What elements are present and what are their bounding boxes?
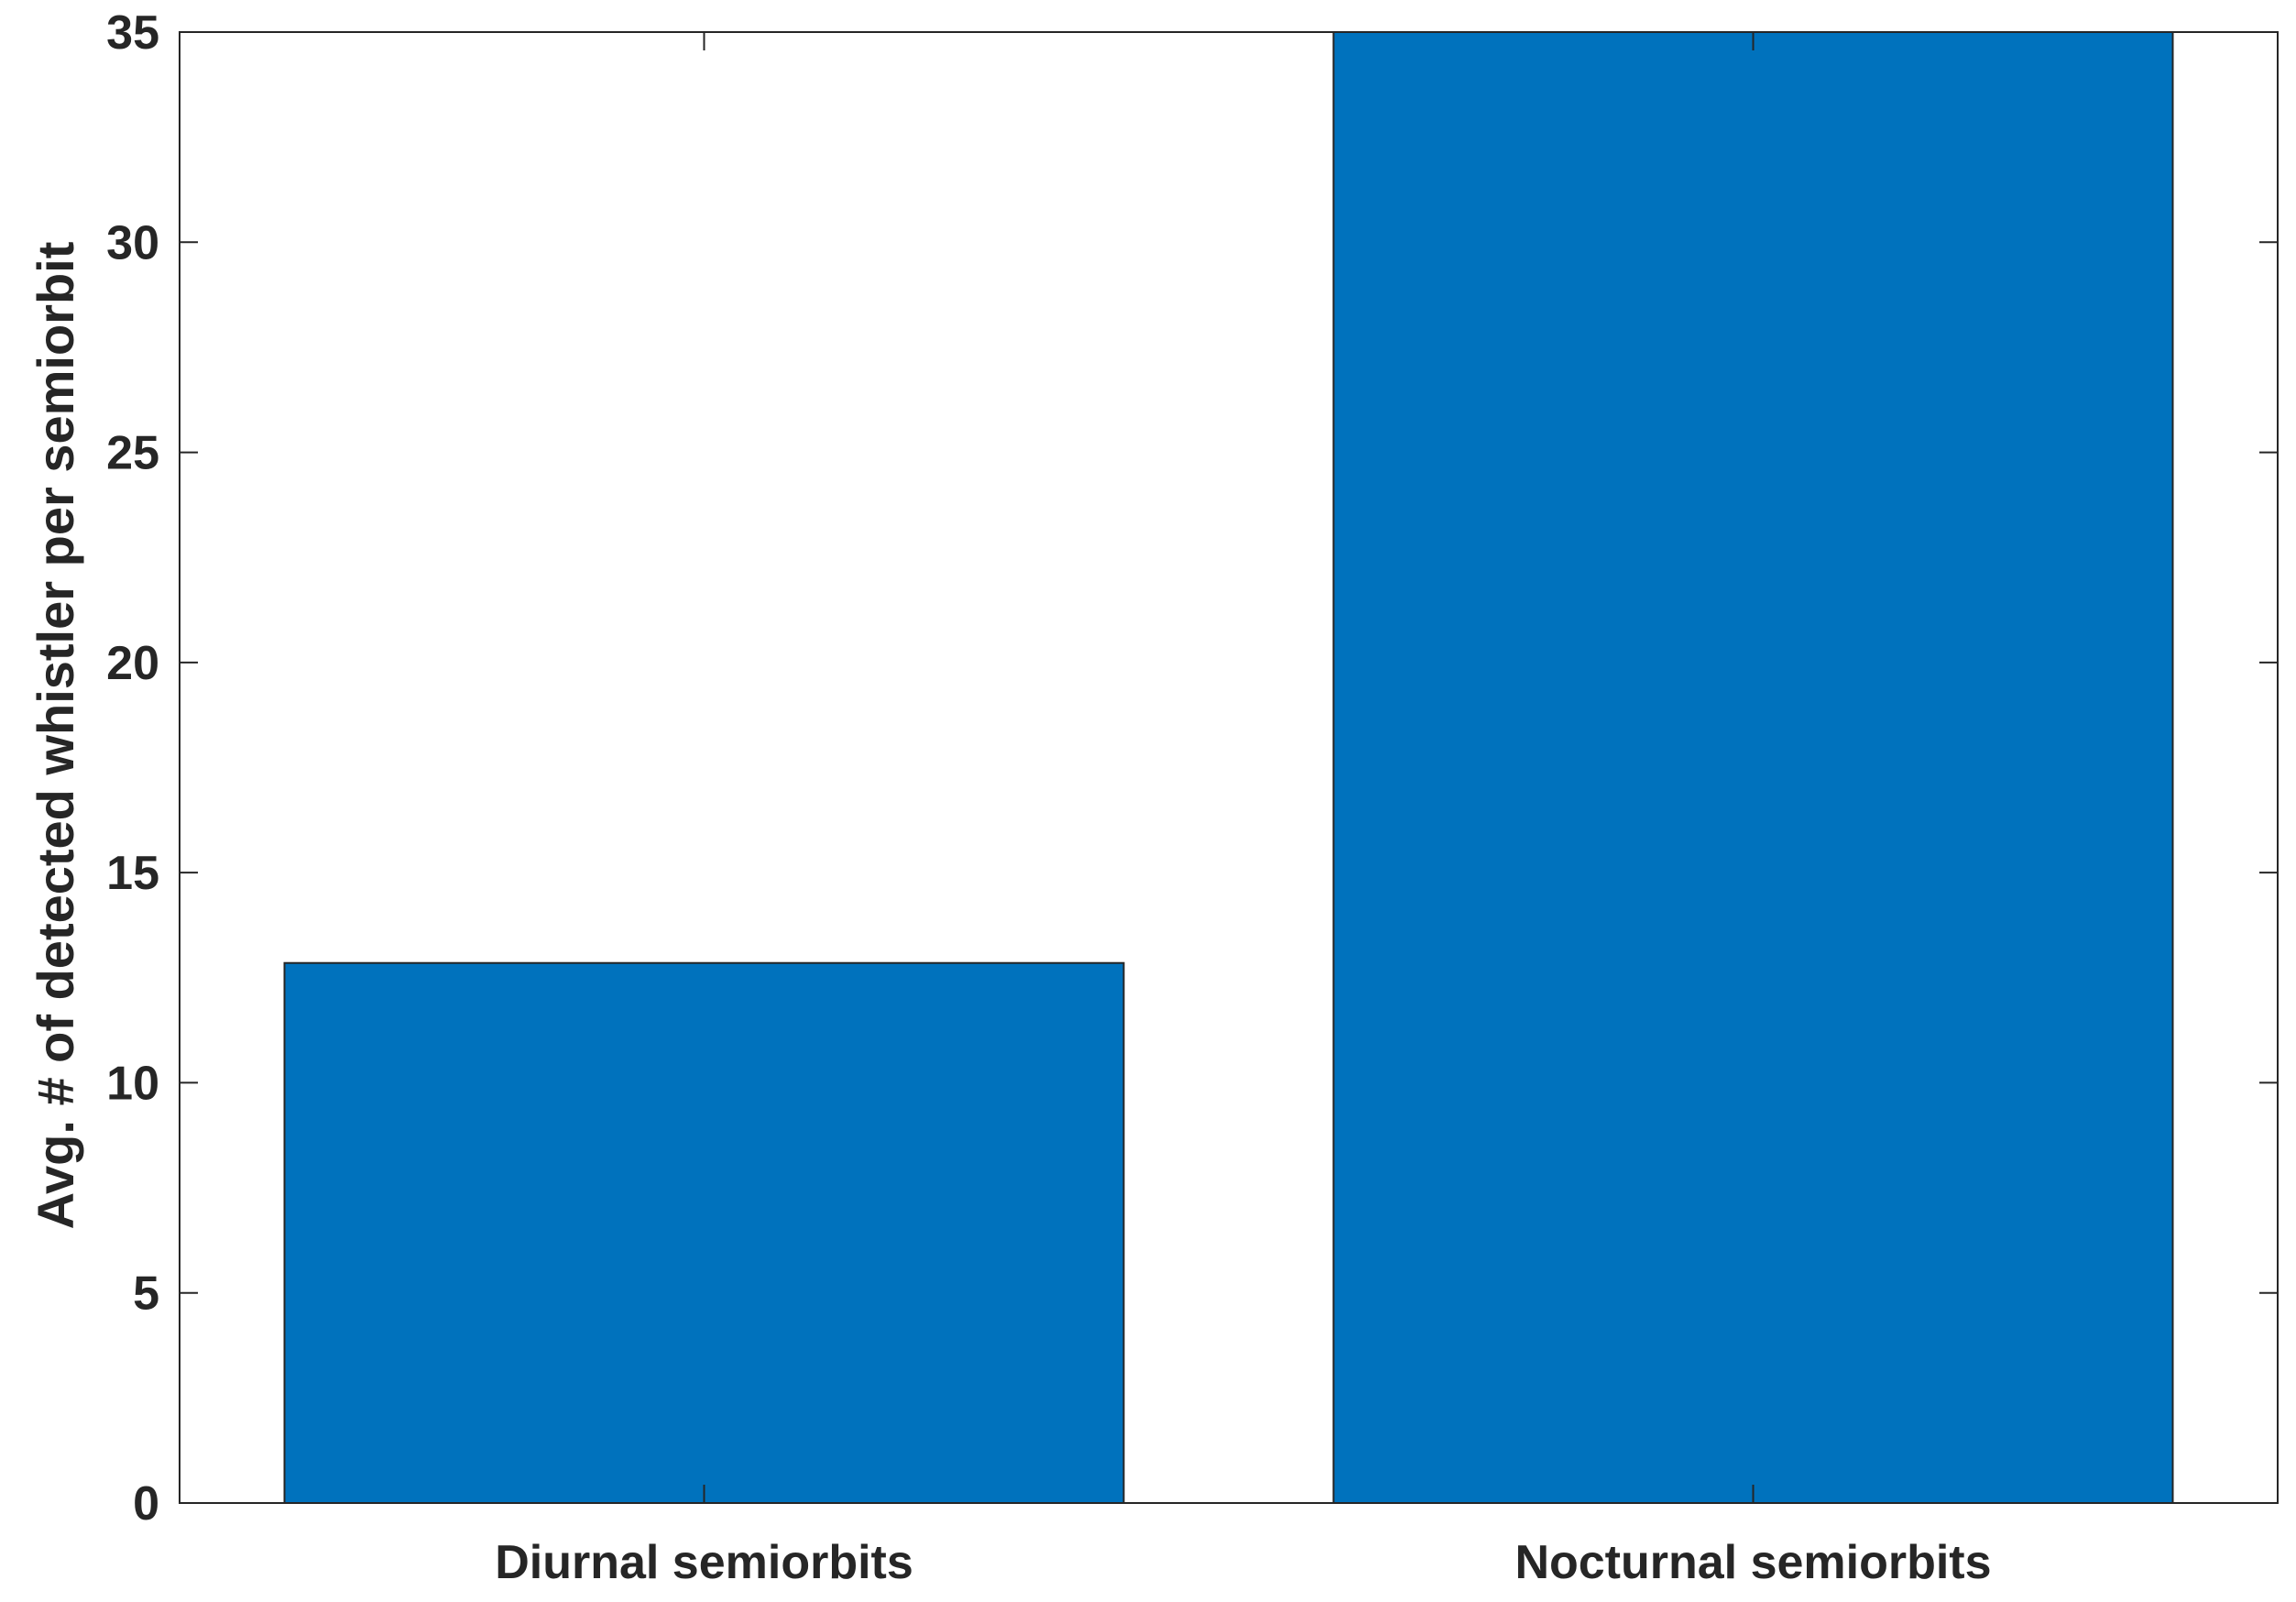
bars-group (283, 31, 2174, 1504)
y-tick-label-10: 10 (106, 1057, 159, 1110)
bar-2 (1332, 31, 2174, 1504)
y-tick-label-25: 25 (106, 427, 159, 480)
plot-area-frame (179, 31, 2279, 1504)
y-tick-label-35: 35 (106, 6, 159, 60)
y-tick-label-5: 5 (133, 1267, 159, 1321)
y-tick-label-0: 0 (133, 1477, 159, 1531)
bar-1 (283, 961, 1125, 1504)
x-tick-label-2: Nocturnal semiorbits (1514, 1536, 1991, 1589)
ticks-group (180, 31, 2278, 1504)
y-tick-labels: 0 5 10 15 20 25 30 35 (106, 6, 159, 1531)
x-tick-label-1: Diurnal semiorbits (495, 1536, 913, 1589)
y-tick-label-30: 30 (106, 216, 159, 269)
y-tick-label-20: 20 (106, 637, 159, 690)
y-tick-label-15: 15 (106, 847, 159, 900)
x-tick-labels: Diurnal semiorbits Nocturnal semiorbits (495, 1536, 1991, 1589)
y-axis-title: Avg. # of detected whistler per semiorbi… (27, 242, 84, 1230)
